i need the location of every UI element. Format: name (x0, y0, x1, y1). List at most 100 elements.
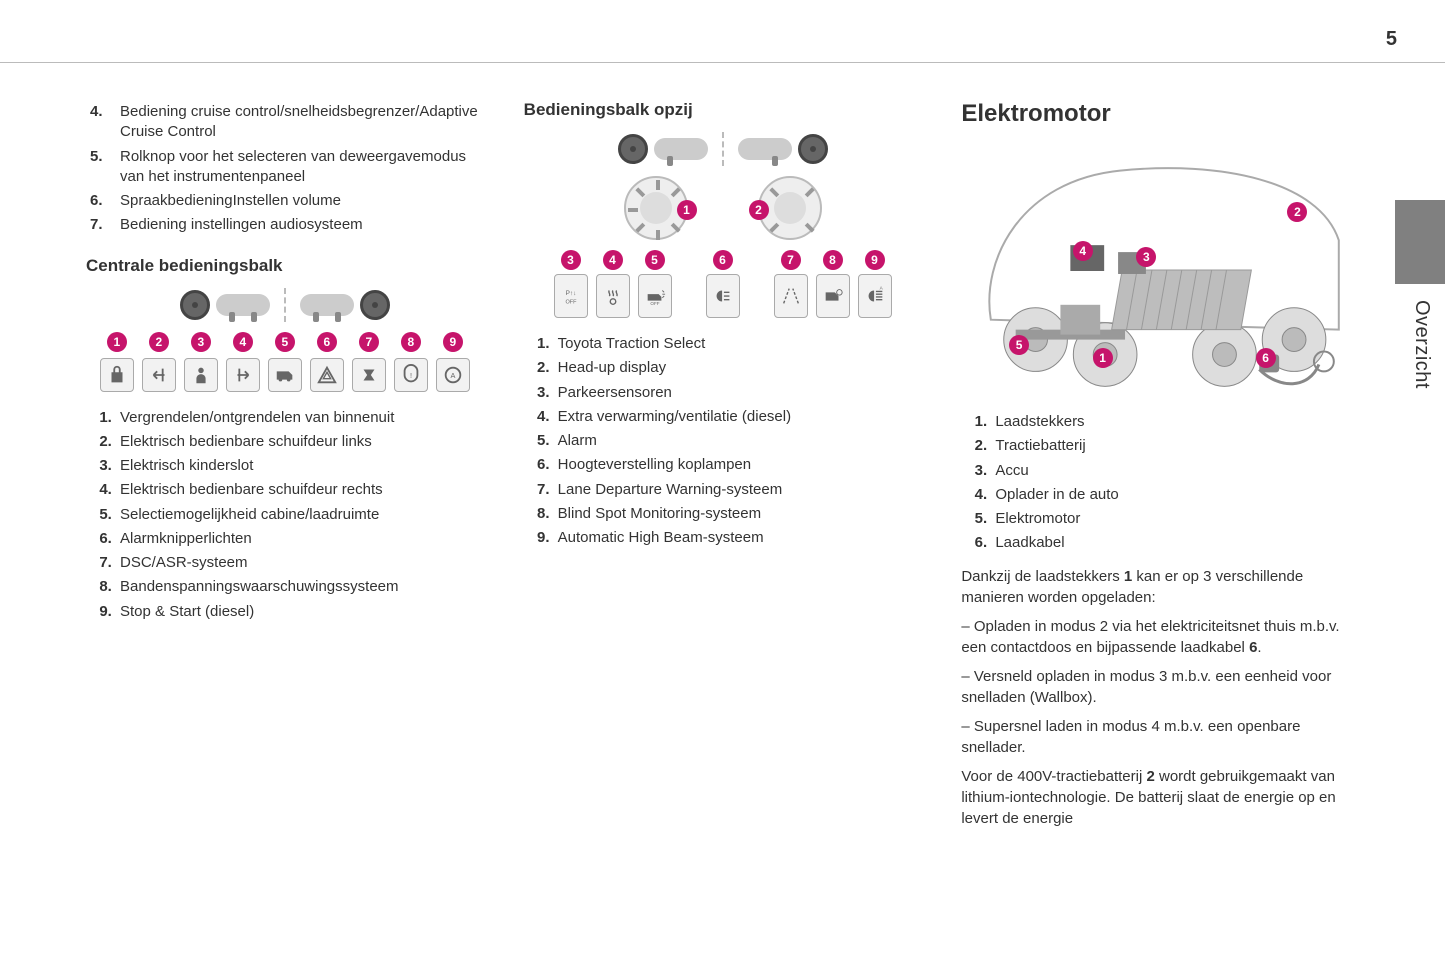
column-1: Bediening cruise control/snelheidsbegren… (86, 100, 484, 923)
dsc-icon (352, 358, 386, 392)
paragraph: – Versneld opladen in modus 3 m.b.v. een… (961, 666, 1359, 708)
list-item: DSC/ASR-systeem (116, 551, 484, 575)
list-item: Rolknop voor het selecteren van deweerga… (116, 145, 484, 190)
paragraph: – Opladen in modus 2 via het elektricite… (961, 616, 1359, 658)
page-number: 5 (1386, 28, 1397, 51)
diagram-opzij: 1 2 3P↑↓OFF 4 5OFF 6 7 8 9A (524, 132, 922, 318)
list-item: Automatic High Beam-systeem (554, 526, 922, 550)
callout-badge: 3 (1136, 247, 1156, 267)
list-item: Tractiebatterij (991, 434, 1359, 458)
list-opzij: Toyota Traction Select Head-up display P… (524, 332, 922, 550)
ev-diagram: 1 2 3 4 5 6 (961, 140, 1359, 400)
list-centrale: Vergrendelen/ontgrendelen van binnenuit … (86, 406, 484, 624)
callout-badge: 4 (603, 250, 623, 270)
van-icon (268, 358, 302, 392)
dash-display (216, 294, 270, 316)
svg-text:A: A (450, 370, 455, 379)
dash-display (300, 294, 354, 316)
list-item: Elektrisch kinderslot (116, 454, 484, 478)
paragraph: – Supersnel laden in modus 4 m.b.v. een … (961, 716, 1359, 758)
slide-door-right-icon (226, 358, 260, 392)
svg-text:OFF: OFF (650, 301, 659, 306)
callout-badge: 1 (677, 200, 697, 220)
list-item: Lane Departure Warning-systeem (554, 478, 922, 502)
svg-text:P↑↓: P↑↓ (565, 290, 576, 297)
list-item: Stop & Start (diesel) (116, 600, 484, 624)
column-3: Elektromotor (961, 100, 1359, 923)
list-col1-partial: Bediening cruise control/snelheidsbegren… (86, 100, 484, 238)
list-item: Elektrisch bedienbare schuifdeur rechts (116, 478, 484, 502)
button-row: 3P↑↓OFF 4 5OFF 6 7 8 9A (524, 250, 922, 318)
bsm-button-icon (816, 274, 850, 318)
stopstart-icon: A (436, 358, 470, 392)
dash-display (654, 138, 708, 160)
heading-elektromotor: Elektromotor (961, 100, 1359, 128)
list-item: Vergrendelen/ontgrendelen van binnenuit (116, 406, 484, 430)
dash-left (618, 134, 708, 164)
list-item: Alarmknipperlichten (116, 527, 484, 551)
list-item: Elektrisch bedienbare schuifdeur links (116, 430, 484, 454)
subheading-centrale: Centrale bedieningsbalk (86, 256, 484, 276)
callout-badge: 6 (317, 332, 337, 352)
list-item: Selectiemogelijkheid cabine/laadruimte (116, 503, 484, 527)
callout-badge: 5 (1009, 335, 1029, 355)
list-item: Bediening instellingen audiosysteem (116, 213, 484, 237)
list-item: Elektromotor (991, 507, 1359, 531)
divider (722, 132, 724, 166)
diagram-centrale: 1 2 3 4 5 6 7 8 9 (86, 288, 484, 392)
svg-text:A: A (879, 286, 883, 291)
ldw-button-icon (774, 274, 808, 318)
callout-badge: 6 (713, 250, 733, 270)
callout-badge: 1 (107, 332, 127, 352)
list-item: Toyota Traction Select (554, 332, 922, 356)
dash-right (300, 290, 390, 320)
list-item: Parkeersensoren (554, 381, 922, 405)
section-tab (1395, 200, 1445, 284)
list-item: Laadkabel (991, 531, 1359, 555)
ahb-button-icon: A (858, 274, 892, 318)
callout-badge: 4 (1073, 241, 1093, 261)
tpms-icon: ! (394, 358, 428, 392)
tts-button-icon: P↑↓ OFF (554, 274, 588, 318)
steering-wheel-icon (180, 290, 210, 320)
callout-badge: 2 (749, 200, 769, 220)
paragraph: Voor de 400V-tractiebatterij 2 wordt geb… (961, 766, 1359, 829)
callout-badge: 9 (443, 332, 463, 352)
columns: Bediening cruise control/snelheidsbegren… (86, 100, 1359, 923)
callout-badge: 6 (1256, 348, 1276, 368)
svg-text:OFF: OFF (565, 299, 577, 305)
list-item: Head-up display (554, 356, 922, 380)
callout-badge: 7 (781, 250, 801, 270)
callout-badge: 1 (1093, 348, 1113, 368)
steering-wheel-icon (798, 134, 828, 164)
column-2: Bedieningsbalk opzij (524, 100, 922, 923)
subheading-opzij: Bedieningsbalk opzij (524, 100, 922, 120)
headlamp-level-icon (706, 274, 740, 318)
list-item: Bandenspanningswaarschuwingssysteem (116, 575, 484, 599)
dash-row (86, 288, 484, 322)
list-item: Bediening cruise control/snelheidsbegren… (116, 100, 484, 145)
list-elektromotor: Laadstekkers Tractiebatterij Accu Oplade… (961, 410, 1359, 556)
list-item: Oplader in de auto (991, 483, 1359, 507)
list-item: Laadstekkers (991, 410, 1359, 434)
badge-row: 1 2 3 4 5 6 7 8 9 (86, 332, 484, 352)
list-item: Extra verwarming/ventilatie (diesel) (554, 405, 922, 429)
list-item: Alarm (554, 429, 922, 453)
callout-badge: 4 (233, 332, 253, 352)
paragraph: Dankzij de laadstekkers 1 kan er op 3 ve… (961, 566, 1359, 608)
child-lock-icon (184, 358, 218, 392)
callout-badge: 3 (561, 250, 581, 270)
heat-button-icon (596, 274, 630, 318)
section-label: Overzicht (1410, 300, 1433, 389)
callout-badge: 8 (401, 332, 421, 352)
dash-left (180, 290, 270, 320)
park-sensor-button-icon: OFF (638, 274, 672, 318)
top-rule (0, 62, 1445, 63)
button-row: ! A (86, 358, 484, 392)
callout-badge: 2 (149, 332, 169, 352)
dash-right (738, 134, 828, 164)
callout-badge: 8 (823, 250, 843, 270)
dash-display (738, 138, 792, 160)
callout-badge: 5 (275, 332, 295, 352)
list-item: Hoogteverstelling koplampen (554, 453, 922, 477)
